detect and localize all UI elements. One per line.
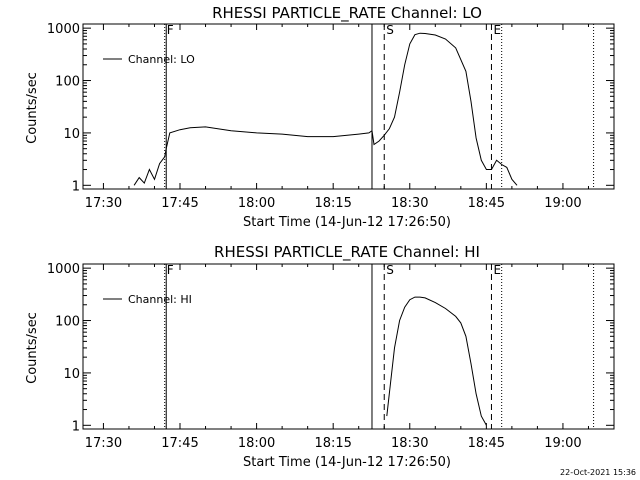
lo-y-tick-label: 1 — [72, 179, 80, 194]
lo-y-axis-label: Counts/sec — [25, 72, 40, 144]
hi-marker-label: F — [167, 263, 174, 277]
lo-chart-title: RHESSI PARTICLE_RATE Channel: LO — [212, 4, 482, 23]
hi-y-tick-label: 1 — [72, 419, 80, 434]
hi-x-tick-label: 18:30 — [391, 436, 428, 451]
hi-x-tick-label: 17:45 — [161, 436, 198, 451]
lo-x-tick-label: 18:45 — [468, 196, 505, 211]
hi-channel-panel: RHESSI PARTICLE_RATE Channel: HI Counts/… — [25, 243, 615, 470]
timestamp: 22-Oct-2021 15:36 — [560, 468, 636, 477]
hi-series-line — [386, 296, 487, 426]
hi-x-tick-label: 18:15 — [314, 436, 351, 451]
hi-y-axis-label: Counts/sec — [25, 312, 40, 384]
lo-channel-panel: RHESSI PARTICLE_RATE Channel: LO Counts/… — [25, 4, 615, 230]
hi-y-tick-label: 1000 — [47, 262, 80, 277]
hi-x-tick-label: 17:30 — [85, 436, 122, 451]
lo-x-tick-label: 17:45 — [161, 196, 198, 211]
hi-x-tick-label: 18:00 — [238, 436, 275, 451]
lo-y-tick-label: 1000 — [47, 22, 80, 37]
hi-y-tick-label: 100 — [55, 315, 80, 330]
hi-plot-frame — [82, 263, 615, 430]
lo-x-tick-label: 18:15 — [314, 196, 351, 211]
lo-marker-label: E — [493, 23, 501, 37]
lo-x-axis-label: Start Time (14-Jun-12 17:26:50) — [243, 215, 451, 230]
hi-y-tick-label: 10 — [63, 367, 80, 382]
hi-chart-title: RHESSI PARTICLE_RATE Channel: HI — [214, 243, 480, 262]
lo-legend: Channel: LO — [103, 53, 195, 66]
lo-legend-label: Channel: LO — [128, 53, 195, 66]
lo-marker-label: F — [167, 23, 174, 37]
hi-x-axis-label: Start Time (14-Jun-12 17:26:50) — [243, 455, 451, 470]
hi-marker-label: S — [386, 263, 394, 277]
hi-legend: Channel: HI — [103, 293, 192, 306]
hi-legend-label: Channel: HI — [128, 293, 192, 306]
lo-x-tick-label: 18:30 — [391, 196, 428, 211]
lo-plot-frame — [82, 23, 615, 190]
hi-marker-label: E — [493, 263, 501, 277]
lo-y-tick-label: 100 — [55, 75, 80, 90]
lo-x-tick-label: 17:30 — [85, 196, 122, 211]
lo-x-tick-label: 18:00 — [238, 196, 275, 211]
hi-x-tick-label: 19:00 — [544, 436, 581, 451]
hi-x-tick-label: 18:45 — [468, 436, 505, 451]
lo-x-tick-label: 19:00 — [544, 196, 581, 211]
lo-series-line — [133, 32, 518, 186]
lo-marker-label: S — [386, 23, 394, 37]
lo-y-tick-label: 10 — [63, 127, 80, 142]
